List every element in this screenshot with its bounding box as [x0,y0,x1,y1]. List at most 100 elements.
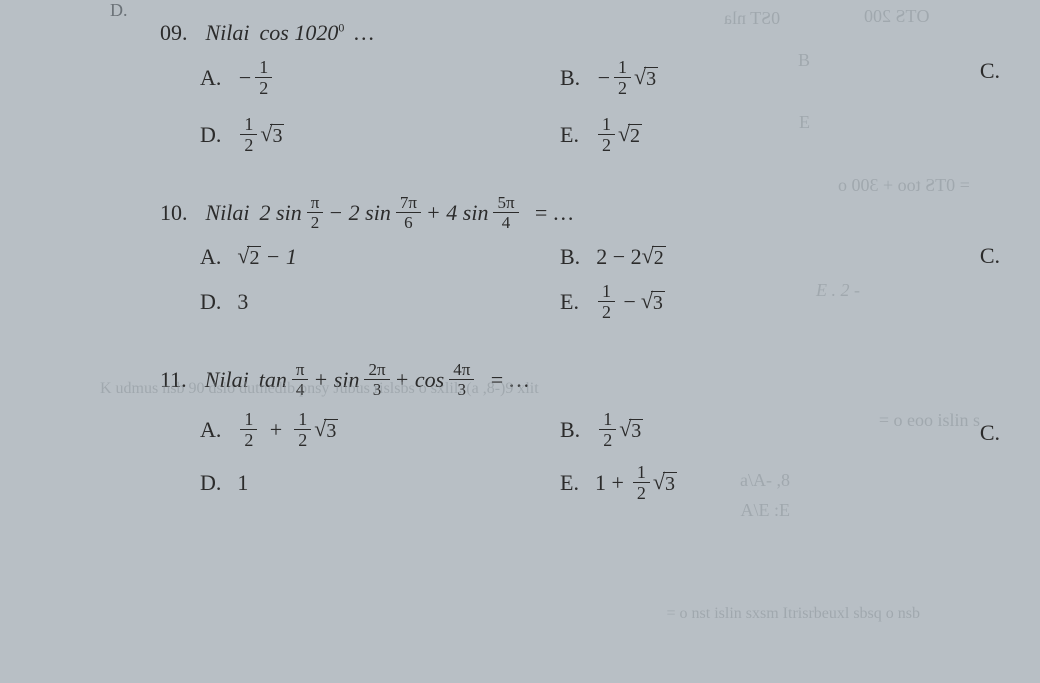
term2-fn: − 2 sin [328,200,391,226]
sqrt: √3 [634,64,658,91]
sqrt: √3 [641,288,665,315]
denominator: 2 [598,302,615,321]
numerator: π [307,194,324,213]
denominator: 6 [400,213,417,231]
q09-degree: 0 [338,21,344,35]
pre-text: 2 − 2 [596,244,641,270]
pre-text: 1 + [595,470,624,496]
sqrt-arg: 3 [324,419,338,443]
numerator: 1 [614,58,631,78]
option-label: A. [200,417,221,443]
ghost-text: A\E :E [741,500,791,521]
ghost-text: OTS 200 [864,6,930,27]
ghost-text: = 0TS too + 300 o [838,175,970,196]
q09-option-c: C. [980,58,1000,84]
fraction: 1 2 [598,282,615,321]
sqrt: √3 [619,416,643,443]
sqrt-arg: 3 [663,472,677,496]
q09-expr: cos 1020 [260,20,339,45]
denominator: 2 [633,483,650,502]
q09-prompt-prefix: Nilai [206,20,250,46]
option-label: B. [560,417,580,443]
sqrt-arg: 3 [644,67,658,91]
numerator: 4π [449,361,474,380]
plus-sign: + [268,417,283,443]
q10-expression: 2 sin π2 − 2 sin 7π6 + 4 sin 5π4 = … [260,194,574,231]
q09-number: 09. [160,20,188,46]
q10-option-a: A. √2 − 1 [200,243,560,270]
fraction: 1 2 [599,410,616,449]
sqrt: √2 [618,121,642,148]
q09-option-e: E. 1 2 √2 [560,115,642,154]
ghost-text: = o nst islin sxsm Itrisrbeuxl sbsq o ns… [667,605,920,623]
partial-prev-content: D. [110,0,128,21]
term1-fn: 2 sin [260,200,302,226]
numerator: 1 [598,282,615,302]
fraction: 1 2 [294,410,311,449]
fraction: 1 2 [614,58,631,97]
numerator: π [292,361,309,380]
q09-option-b: B. − 1 2 √3 [560,58,658,97]
option-label: D. [200,122,221,148]
q11-option-c: C. [980,420,1000,446]
q11-option-d: D. 1 [200,470,560,496]
q11-option-e: E. 1 + 1 2 √3 [560,463,677,502]
numerator: 7π [396,194,421,213]
fraction: 7π6 [396,194,421,231]
fraction: 1 2 [255,58,272,97]
denominator: 2 [294,430,311,449]
sqrt-arg: 3 [629,419,643,443]
fraction: 1 2 [633,463,650,502]
q09-option-d: D. 1 2 √3 [200,115,560,154]
option-label: E. [560,289,579,315]
ghost-text: 0ST nla [724,8,780,29]
numerator: 2π [364,361,389,380]
neg-sign: − [237,65,252,91]
q10-option-d: D. 3 [200,289,560,315]
fraction: 1 2 [598,115,615,154]
sqrt-arg: 3 [270,124,284,148]
option-label: B. [560,244,580,270]
sqrt: √3 [653,469,677,496]
sqrt: √2 [642,243,666,270]
numerator: 1 [255,58,272,78]
option-label: D. [200,289,221,315]
numerator: 1 [294,410,311,430]
option-label: E. [560,470,579,496]
option-value: 1 [237,470,248,496]
after-text: − 1 [265,244,296,270]
denominator: 2 [599,430,616,449]
denominator: 2 [598,135,615,154]
q11-option-b: B. 1 2 √3 [560,410,643,449]
q09-option-a: A. − 1 2 [200,58,560,97]
question-10: 10. Nilai 2 sin π2 − 2 sin 7π6 + 4 sin 5… [160,194,1010,321]
minus-sign: − [622,289,637,315]
term3-fn: + 4 sin [426,200,489,226]
q10-option-b: B. 2 − 2 √2 [560,243,666,270]
fraction: 1 2 [240,410,257,449]
sqrt: √2 [237,243,261,270]
q10-number: 10. [160,200,188,226]
q10-prompt-prefix: Nilai [206,200,250,226]
denominator: 2 [614,78,631,97]
q09-math: cos 10200 [260,20,345,46]
fraction: π2 [307,194,324,231]
denominator: 2 [307,213,324,231]
sqrt: √3 [260,121,284,148]
q11-option-a: A. 1 2 + 1 2 √3 [200,410,560,449]
sqrt-arg: 2 [628,124,642,148]
numerator: 1 [633,463,650,483]
fraction: 1 2 [240,115,257,154]
q10-option-e: E. 1 2 − √3 [560,282,665,321]
q09-suffix: … [354,20,374,46]
question-10-header: 10. Nilai 2 sin π2 − 2 sin 7π6 + 4 sin 5… [160,194,1010,231]
denominator: 2 [240,135,257,154]
option-label: A. [200,65,221,91]
ghost-text: K udmus nsb 90 dslo dutnedib pnsy Jubus … [100,380,539,398]
numerator: 5π [493,194,518,213]
denominator: 2 [240,430,257,449]
numerator: 1 [240,410,257,430]
sqrt: √3 [314,416,338,443]
sqrt-arg: 2 [247,246,261,270]
option-label: D. [200,470,221,496]
